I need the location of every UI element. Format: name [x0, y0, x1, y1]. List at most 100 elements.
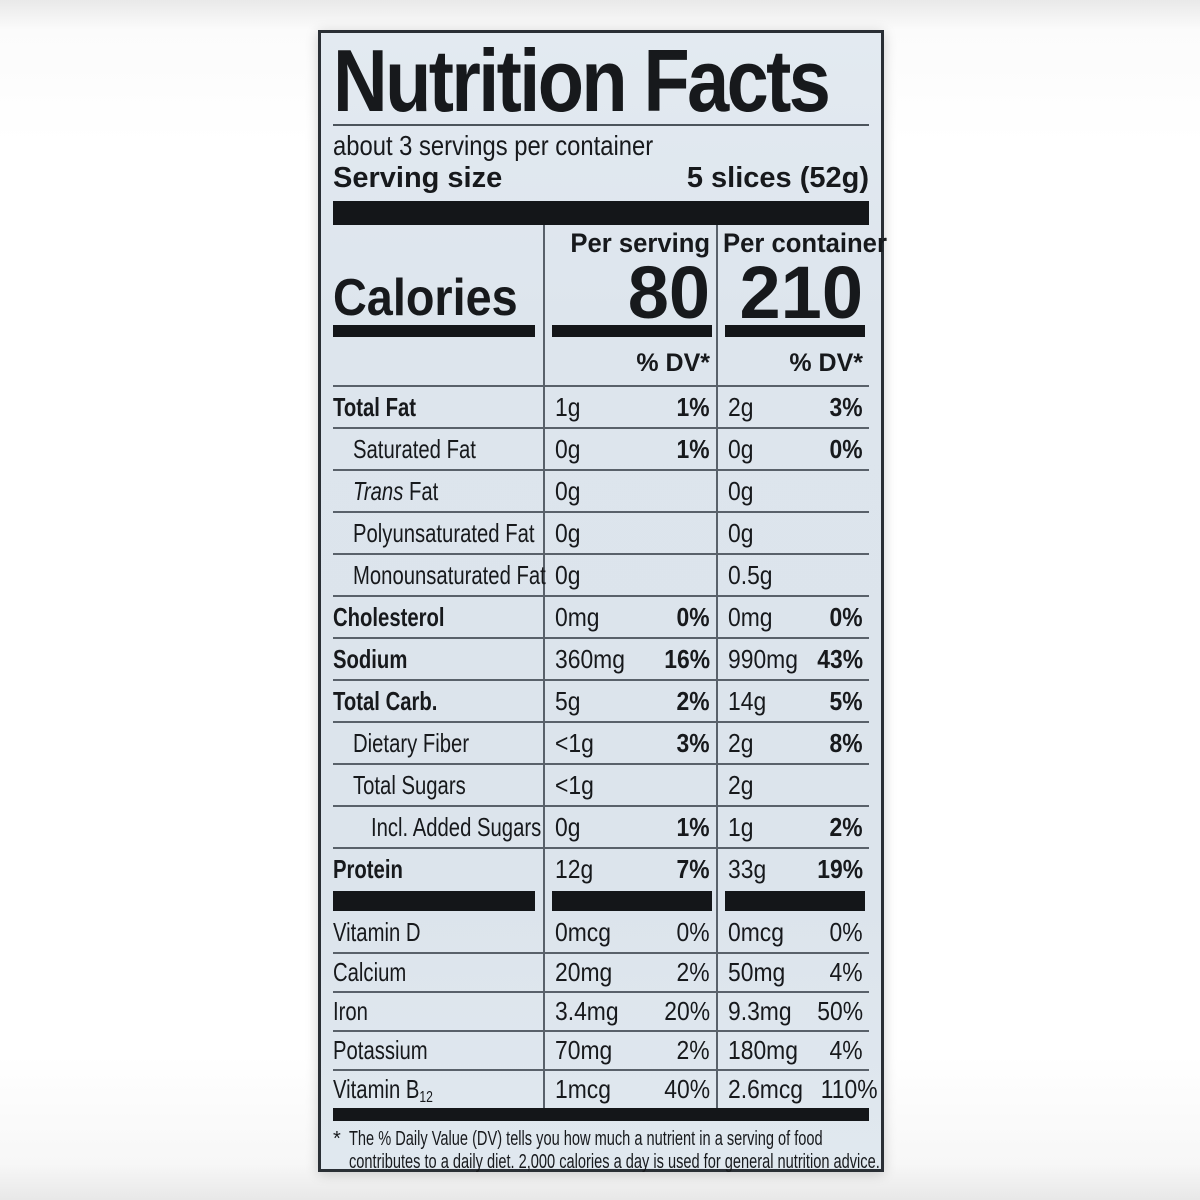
- nutrient-name-text: Sodium: [333, 643, 408, 674]
- per-serving-amount-text: <1g: [555, 727, 594, 758]
- per-serving-value-cell: 3.4mg 20%: [543, 991, 716, 1030]
- per-container-value-cell: 0g 0%: [716, 427, 869, 469]
- per-container-dv-text: 50%: [817, 996, 863, 1026]
- per-container-amount-text: 1g: [728, 811, 754, 842]
- top-divider-bar: [333, 201, 869, 225]
- serving-size-label: Serving size: [333, 162, 503, 194]
- serving-size-row: Serving size 5 slices (52g): [333, 162, 869, 195]
- nutrient-name-cell: Vitamin B12: [333, 1069, 543, 1108]
- footnote: * The % Daily Value (DV) tells you how m…: [333, 1128, 880, 1174]
- footnote-line-2: contributes to a daily diet. 2,000 calor…: [349, 1151, 880, 1173]
- nutrient-name-italic-text: Trans: [353, 475, 404, 506]
- nutrient-name-cell: Iron: [333, 991, 543, 1030]
- dv-header-per-container: % DV*: [716, 339, 869, 385]
- nutrient-name-text: Iron: [333, 996, 368, 1026]
- per-container-dv-text: 110%: [821, 1074, 878, 1104]
- nutrient-name-text: Total Fat: [333, 391, 416, 422]
- per-serving-amount-text: 3.4mg: [555, 996, 619, 1026]
- dv-header-per-serving: % DV*: [543, 339, 716, 385]
- per-container-amount-text: 0.5g: [728, 559, 773, 590]
- calories-per-serving-value: 80: [543, 256, 716, 330]
- per-serving-amount-text: 0g: [555, 811, 581, 842]
- footnote-asterisk: *: [333, 1128, 341, 1150]
- protein-section-divider-bar: [333, 889, 543, 913]
- nutrition-facts-label: Nutrition Facts about 3 servings per con…: [318, 30, 887, 1174]
- per-serving-amount-text: 360mg: [555, 643, 625, 674]
- per-container-dv-text: 2%: [829, 811, 863, 842]
- per-serving-amount-text: 0g: [555, 475, 581, 506]
- nutrient-name-text: Fat: [403, 475, 439, 506]
- per-serving-dv-text: 0%: [676, 601, 710, 632]
- nutrient-name-text: Potassium: [333, 1035, 428, 1065]
- per-container-value-cell: 9.3mg 50%: [716, 991, 869, 1030]
- nutrient-name-cell: Dietary Fiber: [333, 721, 543, 763]
- per-serving-dv-text: 20%: [664, 996, 710, 1026]
- nutrient-name-cell: Trans Fat: [333, 469, 543, 511]
- calories-per-container-value: 210: [716, 256, 869, 330]
- per-serving-column-header: Per serving: [543, 225, 716, 261]
- per-serving-value-cell: 12g 7%: [543, 847, 716, 889]
- per-container-dv-text: 0%: [829, 917, 863, 947]
- nutrient-name-text: Total Sugars: [353, 769, 466, 800]
- nutrient-name-cell: Calcium: [333, 952, 543, 991]
- nutrient-name-text: Polyunsaturated Fat: [353, 517, 535, 548]
- calories-underline-bar: [543, 323, 716, 339]
- per-container-amount-text: 33g: [728, 853, 767, 884]
- per-serving-value-cell: 70mg 2%: [543, 1030, 716, 1069]
- per-container-value-cell: 0g: [716, 469, 869, 511]
- per-serving-amount-text: 5g: [555, 685, 581, 716]
- per-container-value-cell: 50mg 4%: [716, 952, 869, 991]
- nutrient-name-text: Calcium: [333, 957, 407, 987]
- per-container-dv-text: 0%: [829, 601, 863, 632]
- per-serving-header-text: Per serving: [570, 228, 710, 258]
- per-serving-dv-text: 1%: [676, 391, 710, 422]
- nutrient-name-text: Protein: [333, 853, 403, 884]
- per-container-value-cell: 14g 5%: [716, 679, 869, 721]
- per-container-amount-text: 0mg: [728, 601, 773, 632]
- per-serving-value-cell: 20mg 2%: [543, 952, 716, 991]
- per-serving-dv-text: 1%: [676, 433, 710, 464]
- per-serving-dv-text: 1%: [676, 811, 710, 842]
- per-container-value-cell: 990mg 43%: [716, 637, 869, 679]
- per-container-amount-text: 180mg: [728, 1035, 798, 1065]
- per-container-dv-text: 4%: [829, 957, 863, 987]
- nutrient-name-cell: Protein: [333, 847, 543, 889]
- per-container-value-cell: 180mg 4%: [716, 1030, 869, 1069]
- per-container-value-cell: 0mcg 0%: [716, 913, 869, 952]
- nutrient-name-text: Total Carb.: [333, 685, 438, 716]
- per-container-dv-text: 0%: [829, 433, 863, 464]
- per-serving-amount-text: 1g: [555, 391, 581, 422]
- per-serving-value-cell: 0g: [543, 511, 716, 553]
- per-container-value-cell: 0.5g: [716, 553, 869, 595]
- per-container-amount-text: 50mg: [728, 957, 786, 987]
- servings-per-container-text: about 3 servings per container: [333, 130, 654, 161]
- per-container-header-text: Per container: [723, 228, 887, 258]
- nutrient-name-cell: Cholesterol: [333, 595, 543, 637]
- calories-label: Calories: [333, 261, 543, 327]
- per-container-value-cell: 33g 19%: [716, 847, 869, 889]
- per-container-amount-text: 2g: [728, 727, 754, 758]
- per-serving-value-cell: 0g 1%: [543, 805, 716, 847]
- calories-label-text: Calories: [333, 269, 518, 327]
- calories-underline-bar: [716, 323, 869, 339]
- per-serving-value-cell: 1g 1%: [543, 385, 716, 427]
- per-serving-dv-text: 40%: [664, 1074, 710, 1104]
- nutrient-name-text: Incl. Added Sugars: [371, 811, 542, 842]
- per-container-amount-text: 990mg: [728, 643, 798, 674]
- per-container-value-cell: 2g 3%: [716, 385, 869, 427]
- per-serving-dv-text: 7%: [676, 853, 710, 884]
- per-container-amount-text: 0g: [728, 517, 754, 548]
- per-container-dv-text: 3%: [829, 391, 863, 422]
- nutrient-name-cell: Monounsaturated Fat: [333, 553, 546, 595]
- per-serving-value-cell: 0g: [543, 469, 716, 511]
- nutrient-name-text: Vitamin D: [333, 917, 421, 947]
- per-serving-amount-text: <1g: [555, 769, 594, 800]
- per-container-value-cell: 2g: [716, 763, 869, 805]
- per-container-amount-text: 2g: [728, 391, 754, 422]
- nutrient-name-text: Saturated Fat: [353, 433, 476, 464]
- per-serving-amount-text: 12g: [555, 853, 594, 884]
- per-serving-value-cell: 5g 2%: [543, 679, 716, 721]
- header-spacer-cell: [333, 225, 543, 261]
- nutrient-name-text: Vitamin B: [333, 1074, 420, 1104]
- per-serving-value-cell: <1g 3%: [543, 721, 716, 763]
